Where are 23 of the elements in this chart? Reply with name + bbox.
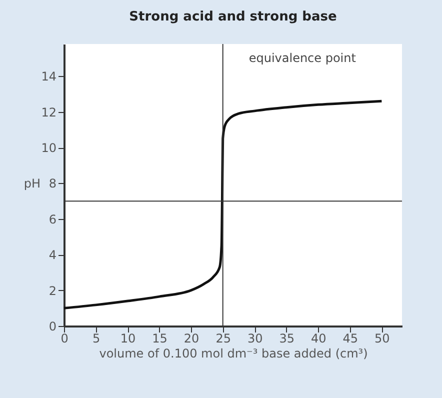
y-tick-label: 12	[41, 105, 56, 120]
x-tick-label: 45	[342, 332, 358, 346]
x-tick-label: 15	[152, 332, 168, 346]
x-tick-label: 35	[279, 332, 295, 346]
y-tick-label: 10	[41, 141, 56, 156]
y-tick-label: 0	[48, 320, 56, 334]
x-tick-label: 0	[60, 332, 68, 346]
y-axis-title: pH	[24, 176, 40, 190]
x-tick-label: 25	[216, 332, 231, 346]
x-tick-label: 30	[247, 332, 263, 346]
y-tick-label: 14	[41, 70, 56, 84]
x-tick-label: 50	[374, 332, 390, 346]
y-tick-label: 2	[48, 284, 56, 298]
x-tick-label: 20	[184, 332, 200, 346]
y-tick-label: 6	[48, 212, 56, 226]
x-tick-label: 5	[92, 332, 100, 346]
x-axis-title: volume of 0.100 mol dm⁻³ base added (cm³)	[99, 346, 368, 360]
y-tick-label: 8	[48, 176, 56, 191]
x-tick-label: 10	[120, 332, 136, 346]
chart-title: Strong acid and strong base	[129, 10, 337, 24]
x-tick-label: 40	[310, 332, 326, 346]
ref-line-label: equivalence point	[248, 51, 356, 65]
y-tick-label: 4	[48, 248, 56, 262]
